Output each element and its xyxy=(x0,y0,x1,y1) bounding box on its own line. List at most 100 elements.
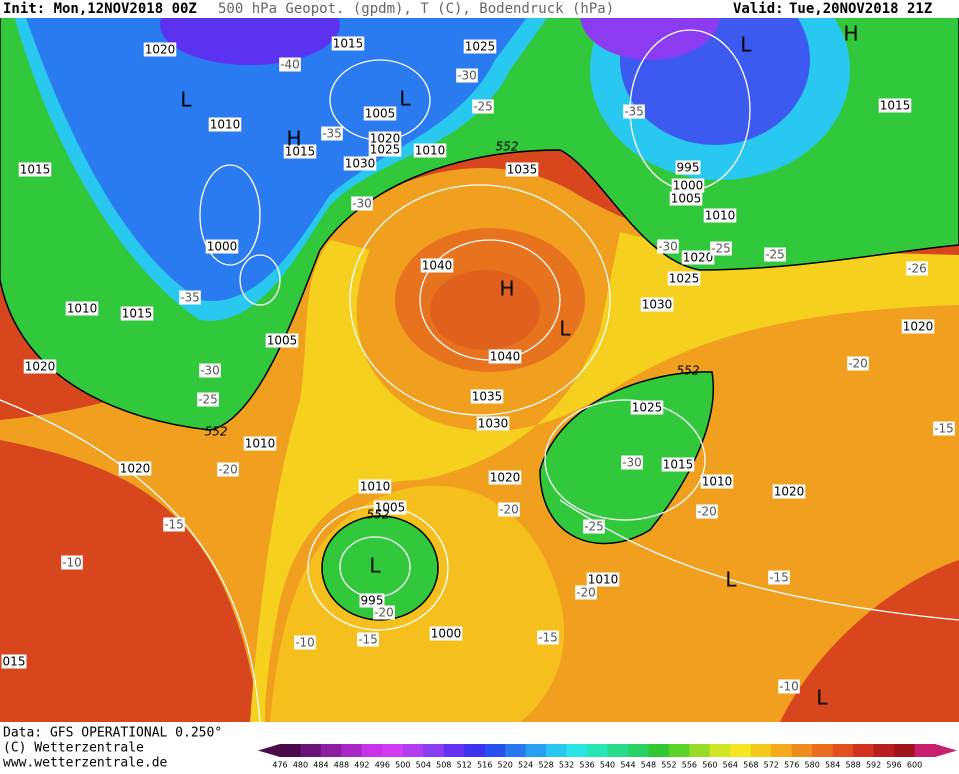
pressure-label-box xyxy=(118,461,152,476)
colorbar-tick-label: 516 xyxy=(477,761,492,770)
high-core-inner xyxy=(430,270,540,350)
isobar xyxy=(199,164,261,266)
temperature-label: -10 xyxy=(295,636,315,650)
pressure-label: 1030 xyxy=(478,417,509,431)
pressure-label: 1025 xyxy=(370,143,401,157)
pressure-label-box xyxy=(772,484,806,499)
colorbar-tick-label: 576 xyxy=(784,761,799,770)
colorbar-swatch xyxy=(627,744,649,757)
pressure-label: 1030 xyxy=(345,157,376,171)
temperature-label: -15 xyxy=(164,518,184,532)
temperature-label: -30 xyxy=(658,240,678,254)
colorbar-swatch xyxy=(853,744,875,757)
temperature-label: -15 xyxy=(934,422,954,436)
pressure-center: H xyxy=(499,277,514,301)
colorbar-tick-label: 580 xyxy=(805,761,820,770)
pressure-label: 1015 xyxy=(663,458,694,472)
pressure-label-box xyxy=(368,142,402,157)
pressure-label: 1000 xyxy=(207,240,238,254)
colorbar-swatch xyxy=(566,744,588,757)
temperature-label: -25 xyxy=(765,248,785,262)
pressure-label: 1005 xyxy=(375,501,406,515)
temperature-label: -25 xyxy=(711,242,731,256)
colorbar-tick-label: 520 xyxy=(498,761,513,770)
colorbar-tick-label: 548 xyxy=(641,761,656,770)
temperature-label-box xyxy=(933,421,955,436)
temperature-label-box xyxy=(294,635,316,650)
colorbar-swatch xyxy=(280,744,301,757)
colorbar-swatch xyxy=(505,744,527,757)
temperature-label: -35 xyxy=(624,105,644,119)
temperature-label-box xyxy=(179,290,201,305)
pressure-label-box xyxy=(208,117,242,132)
pressure-label-box xyxy=(413,143,447,158)
colorbar-swatch xyxy=(812,744,834,757)
colorbar-tick-label: 508 xyxy=(436,761,451,770)
pressure-label: 1020 xyxy=(903,320,934,334)
data-source: Data: GFS OPERATIONAL 0.250° xyxy=(3,726,222,741)
field-green-low xyxy=(321,515,439,621)
isobar xyxy=(544,399,706,521)
pressure-center: L xyxy=(369,554,381,578)
colorbar-tick-label: 596 xyxy=(886,761,901,770)
pressure-label-box xyxy=(373,500,407,515)
pressure-label-box xyxy=(265,333,299,348)
colorbar-tick-label: 504 xyxy=(416,761,431,770)
colorbar-swatch xyxy=(443,744,465,757)
temperature-label-box xyxy=(537,630,559,645)
pressure-label-box xyxy=(429,626,463,641)
pressure-center: L xyxy=(180,88,192,112)
colorbar-swatch xyxy=(320,744,342,757)
temperature-label-box xyxy=(768,570,790,585)
pressure-label-box xyxy=(640,297,674,312)
colorbar-swatch xyxy=(402,744,424,757)
valid-time: Tue,20NOV2018 21Z xyxy=(789,1,932,17)
pressure-label-box xyxy=(669,191,703,206)
temperature-label-box xyxy=(217,462,239,477)
pressure-label: 1000 xyxy=(673,179,704,193)
pressure-label: 1025 xyxy=(632,401,663,415)
pressure-label-box xyxy=(65,301,99,316)
pressure-label-box xyxy=(23,359,57,374)
pressure-label-box xyxy=(586,572,620,587)
colorbar-swatch xyxy=(730,744,752,757)
temperature-label: -25 xyxy=(198,393,218,407)
colorbar-tick-label: 600 xyxy=(907,761,922,770)
pressure-label: 1015 xyxy=(333,37,364,51)
pressure-label-box xyxy=(878,98,912,113)
temperature-label-box xyxy=(710,241,732,256)
temperature-label-box xyxy=(906,261,928,276)
pressure-label-box xyxy=(463,39,497,54)
temperature-label: -15 xyxy=(358,633,378,647)
colorbar-tick-label: 484 xyxy=(313,761,328,770)
temperature-label-box xyxy=(197,392,219,407)
colorbar-tick-label: 540 xyxy=(600,761,615,770)
parameters: 500 hPa Geopot. (gpdm), T (C), Bodendruc… xyxy=(218,1,614,17)
temperature-label: -10 xyxy=(62,556,82,570)
colorbar-swatch xyxy=(668,744,690,757)
pressure-label: 1040 xyxy=(490,350,521,364)
pressure-label-box xyxy=(363,106,397,121)
temperature-label-box xyxy=(373,605,395,620)
pressure-label: 1020 xyxy=(370,132,401,146)
colorbar-swatch xyxy=(423,744,445,757)
temperature-label: -30 xyxy=(457,69,477,83)
isobar xyxy=(239,254,281,306)
colorbar-swatch xyxy=(587,744,608,757)
colorbar-tick-label: 500 xyxy=(395,761,410,770)
colorbar-tick-label: 560 xyxy=(702,761,717,770)
temperature-label-box xyxy=(279,57,301,72)
temperature-label: -20 xyxy=(576,586,596,600)
temperature-label-box xyxy=(657,239,679,254)
isobar xyxy=(349,184,611,416)
pressure-label-box xyxy=(476,416,510,431)
pressure-label: 1030 xyxy=(642,298,673,312)
temperature-label-box xyxy=(351,196,373,211)
field-blue xyxy=(20,0,540,301)
pressure-label: 1010 xyxy=(588,573,619,587)
temperature-label-box xyxy=(778,679,800,694)
pressure-label: 1020 xyxy=(774,485,805,499)
pressure-label-box xyxy=(703,208,737,223)
pressure-label-box xyxy=(901,319,935,334)
